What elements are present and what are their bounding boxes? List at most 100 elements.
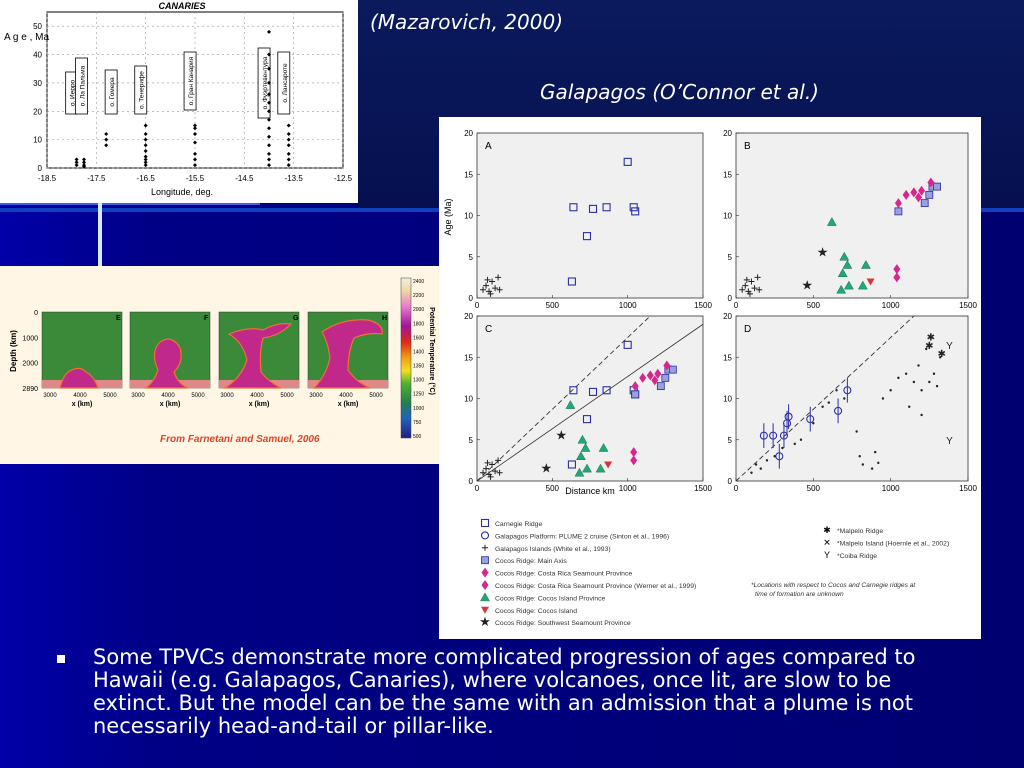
data-dot — [877, 461, 880, 465]
galapagos-legend: Carnegie Ridge Galapagos Platform: PLUME … — [479, 518, 949, 629]
data-dot — [812, 422, 815, 425]
data-plus — [492, 285, 499, 292]
x-tick-label: 1500 — [694, 484, 712, 493]
canaries-age-point — [193, 140, 197, 145]
data-plus — [746, 290, 753, 297]
colorbar-tick-label: 1350 — [413, 364, 424, 370]
canaries-age-point — [286, 163, 291, 168]
data-circle — [843, 386, 852, 395]
data-diamond — [915, 192, 923, 203]
bullet-text: Some TPVCs demonstrate more complicated … — [93, 645, 916, 738]
malpelo-marker: ✱ — [938, 349, 946, 360]
data-star: ★ — [479, 614, 491, 629]
data-diamond — [927, 177, 935, 188]
canaries-age-point — [104, 131, 109, 136]
canaries-age-point — [143, 157, 148, 162]
data-diamond — [663, 360, 671, 371]
y-tick-label: 15 — [723, 170, 732, 179]
canaries-island-label: о. Гран Канария — [188, 56, 195, 105]
data-diamond — [902, 189, 910, 200]
data-square — [623, 340, 632, 349]
plume-panel-letter: H — [382, 315, 387, 322]
y-tick-label: 10 — [464, 212, 473, 221]
data-star: ★ — [556, 428, 568, 443]
canaries-age-point — [267, 143, 271, 148]
data-filled-square — [631, 390, 640, 399]
legend-note: *Locations with respect to Cocos and Car… — [751, 582, 916, 598]
data-dot — [938, 356, 942, 359]
canaries-age-point — [286, 151, 291, 156]
data-inverted-triangle — [866, 278, 875, 286]
temperature-colorbar — [400, 277, 412, 439]
canaries-ytick-label: 30 — [33, 79, 42, 88]
canaries-island-box — [104, 69, 118, 115]
x-tick-label: 500 — [807, 301, 821, 310]
y-tick-label: 0 — [728, 294, 733, 303]
canaries-ytick-label: 50 — [33, 22, 42, 31]
canaries-chart-panel: CANARIES 50 40 30 20 10 0 -18.5 -17.5 -16.5 -15.… — [0, 0, 358, 203]
legend-left-entry: Cocos Ridge: Costa Rica Seamount Provinc… — [495, 583, 696, 590]
canaries-xtick-label: -16.5 — [137, 174, 156, 183]
panel-frame — [476, 132, 704, 299]
canaries-age-point — [74, 163, 79, 168]
canaries-age-point — [104, 143, 109, 148]
canaries-island-box — [134, 65, 148, 115]
y-tick-label: 15 — [723, 353, 732, 362]
data-plus — [748, 278, 755, 285]
canaries-age-point — [143, 143, 148, 148]
data-diamond — [893, 272, 901, 283]
data-plus — [480, 286, 487, 293]
canaries-age-point — [286, 131, 291, 136]
legend-left-entry: Cocos Ridge: Southwest Seamount Province — [495, 620, 631, 627]
data-filled-square — [920, 199, 929, 208]
canaries-age-point — [267, 80, 271, 85]
plume-x-label: x (km) — [249, 401, 270, 408]
canaries-ytick-label: 20 — [33, 107, 42, 116]
canaries-chart: CANARIES 50 40 30 20 10 0 -18.5 -17.5 -16.5 -15.… — [4, 1, 353, 197]
data-square — [569, 386, 578, 395]
mazarovich-caption: (Mazarovich, 2000) — [370, 10, 564, 34]
data-plus — [487, 473, 494, 480]
canaries-age-point — [193, 157, 197, 162]
data-triangle — [598, 442, 609, 452]
legend-right-marker: Y — [824, 550, 830, 560]
y-tick-label: 10 — [723, 212, 732, 221]
data-diamond — [631, 381, 639, 392]
data-triangle — [582, 463, 592, 473]
data-star: ★ — [817, 245, 829, 260]
trend-solid-line — [476, 323, 704, 482]
data-plus — [754, 274, 761, 281]
canaries-xtick-label: -13.5 — [285, 174, 304, 183]
canaries-xtick-label: -18.5 — [38, 174, 57, 183]
canaries-ylabel: A g e , Ma — [4, 32, 49, 43]
data-dot — [843, 397, 846, 400]
data-dot — [827, 401, 830, 404]
canaries-age-point — [267, 92, 271, 97]
bullet-marker — [57, 655, 65, 663]
canaries-age-point — [267, 134, 271, 139]
data-square — [567, 460, 576, 469]
data-triangle — [826, 217, 837, 226]
x-tick-label: 500 — [546, 484, 560, 493]
malpelo-marker: ✱ — [925, 341, 933, 352]
plume-panel-letter: E — [116, 315, 121, 322]
y-tick-label: 0 — [469, 477, 474, 486]
galapagos-caption: Galapagos (O’Connor et al.) — [540, 80, 819, 104]
legend-left-entry: Cocos Ridge: Cocos Island — [495, 608, 577, 615]
canaries-age-point — [82, 160, 86, 165]
canaries-age-point — [267, 117, 271, 122]
data-filled-square — [656, 382, 665, 391]
data-plus — [739, 286, 746, 293]
data-dot — [917, 364, 920, 367]
y-tick-label: 20 — [723, 129, 732, 138]
plume-x-tick: 3000 — [309, 393, 323, 399]
plume-x-tick: 3000 — [43, 393, 57, 399]
data-square — [602, 203, 611, 212]
depth-tick-label: 2890 — [22, 386, 38, 393]
canaries-age-dots — [74, 29, 291, 169]
plume-x-tick: 3000 — [220, 393, 234, 399]
x-tick-label: 1500 — [959, 484, 977, 493]
data-filled-square — [933, 182, 941, 191]
data-dot — [932, 372, 936, 375]
canaries-ytick-label: 0 — [38, 164, 43, 173]
